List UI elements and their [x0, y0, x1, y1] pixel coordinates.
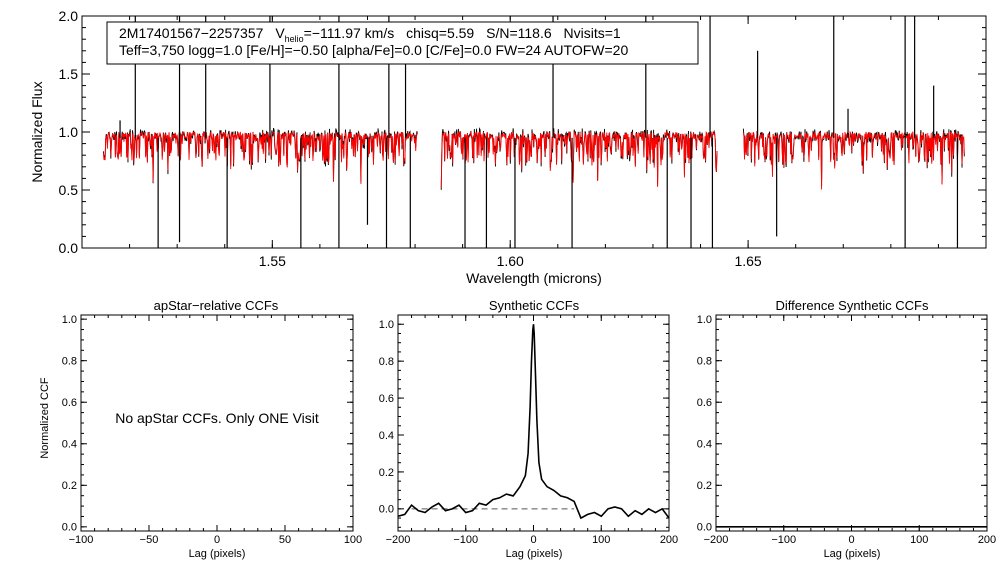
- x-tick-label: 1.60: [497, 253, 524, 269]
- y-tick-label: 0.4: [379, 430, 394, 442]
- synthetic-lines: [397, 324, 670, 520]
- vhelio-value: =−111.97 km/s: [304, 25, 395, 41]
- y-tick-label: 1.0: [59, 124, 79, 140]
- vhelio-subscript: helio: [285, 34, 304, 44]
- sn-value: S/N=118.6: [486, 25, 552, 41]
- y-tick-label: 0.0: [379, 504, 394, 516]
- model-spectrum-chip-1: [102, 131, 418, 184]
- y-tick-label: 0.2: [62, 480, 77, 492]
- x-tick-label: 100: [910, 534, 928, 546]
- difference-panel: Difference Synthetic CCFs −200 −100 0 100 20…: [697, 298, 996, 560]
- x-tick-label: −50: [140, 534, 159, 546]
- x-tick-label: 0: [214, 534, 220, 546]
- y-tick-label: 0.0: [62, 522, 77, 534]
- x-tick-label: 200: [978, 534, 996, 546]
- y-tick-label: 1.0: [379, 319, 394, 331]
- difference-ticks: −200 −100 0 100 200 0.0 0.2 0.4 0.6 0.8 1.0: [697, 314, 996, 546]
- spectrum-ylabel: Normalized Flux: [29, 81, 45, 182]
- synthetic-panel: Synthetic CCFs −200 −100 0 100 200 0.0 0.2 0.4 0…: [379, 298, 678, 560]
- x-tick-label: −200: [704, 534, 729, 546]
- spectrum-panel: 1.55 1.60 1.65 0.0 0.5 1.0 1.5 2.0 2M17401567−2…: [29, 8, 987, 286]
- x-tick-label: −200: [386, 534, 411, 546]
- y-tick-label: 0.6: [697, 397, 712, 409]
- nvisits-value: Nvisits=1: [564, 25, 621, 41]
- y-tick-label: 0.8: [62, 356, 77, 368]
- synthetic-ticks: −200 −100 0 100 200 0.0 0.2 0.4 0.6 0.8 1.0: [379, 314, 678, 546]
- y-tick-label: 2.0: [59, 8, 79, 24]
- vhelio-label: V: [275, 25, 285, 41]
- model-spectrum-chip-3: [742, 130, 965, 190]
- y-tick-label: 1.0: [62, 314, 77, 326]
- star-id: 2M17401567−2257357: [119, 25, 264, 41]
- info-box: [106, 21, 699, 65]
- x-tick-label: −100: [453, 534, 478, 546]
- y-tick-label: 0.6: [379, 393, 394, 405]
- synthetic-xlabel: Lag (pixels): [506, 548, 563, 560]
- y-tick-label: 0.8: [697, 356, 712, 368]
- apstar-xlabel: Lag (pixels): [189, 548, 246, 560]
- info-line-1: 2M17401567−2257357 Vhelio=−111.97 km/s c…: [119, 25, 621, 44]
- x-tick-label: 1.55: [259, 253, 286, 269]
- info-line-2: Teff=3,750 logg=1.0 [Fe/H]=−0.50 [alpha/…: [119, 42, 628, 58]
- y-tick-label: 0.5: [59, 182, 79, 198]
- model-spectrum-chip-2: [440, 130, 718, 188]
- y-tick-label: 1.5: [59, 66, 79, 82]
- x-tick-label: 100: [592, 534, 610, 546]
- apstar-message: No apStar CCFs. Only ONE Visit: [115, 410, 319, 426]
- apstar-panel: apStar−relative CCFs −100 −50 0 50 100 0.0 0.2…: [39, 298, 362, 560]
- y-tick-label: 1.0: [697, 314, 712, 326]
- x-tick-label: −100: [771, 534, 796, 546]
- synthetic-title: Synthetic CCFs: [489, 298, 580, 313]
- x-tick-label: 100: [344, 534, 362, 546]
- x-tick-label: 1.65: [734, 253, 761, 269]
- y-tick-label: 0.6: [62, 397, 77, 409]
- y-tick-label: 0.4: [697, 439, 712, 451]
- difference-xlabel: Lag (pixels): [824, 548, 881, 560]
- difference-title: Difference Synthetic CCFs: [776, 298, 929, 313]
- x-tick-label: −100: [69, 534, 94, 546]
- apstar-ylabel: Normalized CCF: [39, 377, 51, 459]
- y-tick-label: 0.0: [697, 522, 712, 534]
- x-tick-label: 200: [660, 534, 678, 546]
- y-tick-label: 0.2: [379, 467, 394, 479]
- y-tick-label: 0.8: [379, 356, 394, 368]
- spectrum-xlabel: Wavelength (microns): [466, 270, 602, 286]
- y-tick-label: 0.2: [697, 480, 712, 492]
- chisq-value: chisq=5.59: [406, 25, 474, 41]
- x-tick-label: 50: [279, 534, 291, 546]
- spectrum-ticks: 1.55 1.60 1.65 0.0 0.5 1.0 1.5 2.0: [59, 8, 987, 269]
- apstar-title: apStar−relative CCFs: [154, 298, 279, 313]
- x-tick-label: 0: [530, 534, 536, 546]
- x-tick-label: 0: [848, 534, 854, 546]
- apstar-ticks: −100 −50 0 50 100 0.0 0.2 0.4 0.6 0.8 1.0: [62, 314, 362, 546]
- synthetic-ccf-line: [397, 324, 670, 520]
- y-tick-label: 0.4: [62, 439, 77, 451]
- y-tick-label: 0.0: [59, 240, 79, 256]
